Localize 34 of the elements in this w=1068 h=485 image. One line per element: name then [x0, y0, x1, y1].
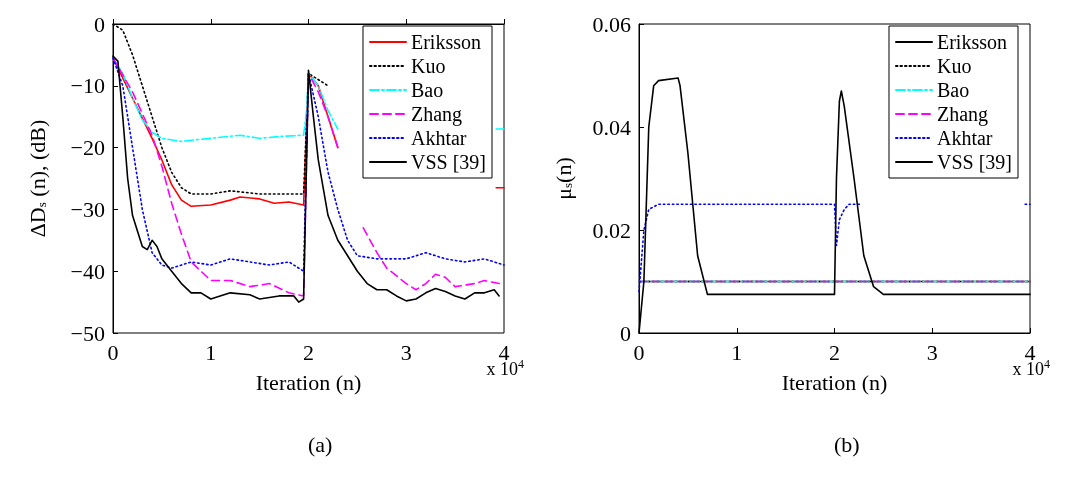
legend-label: VSS [39]	[936, 151, 1013, 173]
text: (b)	[834, 431, 860, 457]
y-tick-label: −20	[70, 135, 105, 161]
legend-label: VSS [39]	[410, 151, 487, 173]
legend-label: Akhtar	[936, 127, 993, 149]
legend-label: Eriksson	[410, 31, 481, 53]
legend-label: Zhang	[936, 103, 989, 126]
y-tick-label: 0.02	[592, 217, 631, 243]
legend-label: Bao	[410, 79, 444, 101]
legend-label: Eriksson	[936, 31, 1007, 53]
y-tick-label: 0.06	[592, 11, 631, 37]
legend-label: Akhtar	[410, 127, 467, 149]
legend-label: Bao	[936, 79, 970, 101]
x-tick-label: 1	[731, 339, 743, 365]
x-axis-title: Iteration (n)	[255, 369, 362, 395]
x-tick-label: 2	[829, 339, 840, 365]
y-tick-label: 0	[620, 320, 631, 346]
legend-label: Kuo	[410, 55, 446, 77]
legend-label: Zhang	[410, 103, 463, 126]
x-axis-title: Iteration (n)	[781, 369, 888, 395]
y-tick-label: 0	[94, 11, 105, 37]
y-tick-label: 0.04	[592, 114, 631, 140]
x-tick-label: 1	[205, 339, 217, 365]
x-tick-label: 3	[926, 339, 938, 365]
y-axis-title: μs(n)	[550, 157, 576, 200]
y-tick-label: −50	[70, 320, 105, 346]
x-tick-label: 3	[400, 339, 412, 365]
y-tick-label: −10	[70, 73, 105, 99]
x-tick-label: 2	[303, 339, 314, 365]
y-tick-label: −40	[70, 258, 105, 284]
text: (a)	[308, 431, 333, 457]
y-tick-label: −30	[70, 196, 105, 222]
legend-label: Kuo	[936, 55, 972, 77]
y-axis-title: ΔDs (n), (dB)	[24, 119, 50, 238]
